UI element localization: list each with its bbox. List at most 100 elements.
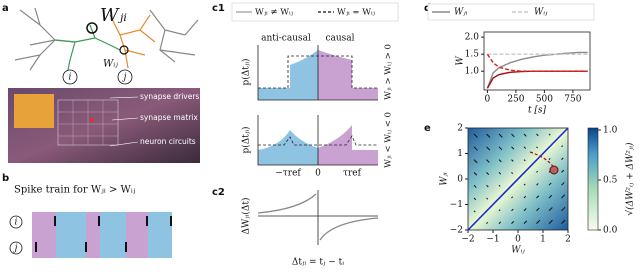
y-tick-label: 2.0	[465, 33, 480, 43]
y-tick-label: 1.0	[465, 67, 480, 77]
neuron-label: i	[69, 73, 72, 83]
arrow	[561, 219, 566, 224]
arrow	[536, 146, 539, 149]
arrow	[523, 159, 526, 162]
legend-label: Wⱼᵢ = Wᵢⱼ	[337, 8, 375, 18]
diagonal	[467, 127, 569, 231]
arrow	[536, 219, 541, 224]
c1-plots	[257, 45, 378, 166]
arrow	[523, 195, 527, 199]
legend-box	[427, 3, 595, 21]
y-axis-label: W	[456, 56, 466, 66]
arrow	[548, 194, 553, 199]
arrow	[548, 158, 551, 160]
panel-label: c1	[212, 3, 225, 14]
panel-label: e	[424, 123, 431, 134]
colorbar-tick-label: 0.0	[603, 226, 618, 236]
callout: neuron circuits	[140, 137, 196, 146]
arrow	[498, 172, 502, 175]
arrow	[511, 208, 514, 212]
legend: Wⱼᵢ Wᵢⱼ	[427, 3, 595, 21]
x-tick-label: 250	[507, 95, 524, 105]
plot-frame	[483, 31, 591, 91]
arrow	[473, 159, 478, 164]
x-tick-label: 0	[315, 169, 321, 179]
arrow	[498, 221, 502, 224]
arrow	[536, 183, 539, 186]
region-label: causal	[325, 34, 354, 44]
data-line	[486, 53, 588, 72]
x-axis-label: Wᵢⱼ	[511, 246, 525, 256]
arrow	[498, 159, 502, 163]
weight-label: Wᵢⱼ	[103, 59, 118, 70]
legend-label: Wⱼᵢ	[454, 8, 468, 18]
panel-label: c2	[212, 187, 225, 198]
y-axis-label: Wⱼᵢ	[440, 172, 450, 186]
arrow	[523, 220, 528, 224]
weight-label: Wⱼᵢ	[100, 5, 127, 26]
arrow	[473, 146, 478, 151]
arrow	[473, 210, 476, 213]
arrow	[548, 182, 552, 186]
chip-photo	[8, 88, 200, 163]
y-axis-label: p(Δtⱼᵢ)	[241, 58, 252, 85]
x-tick-label: 1	[540, 235, 546, 245]
y-tick-label: 1.5	[465, 50, 480, 60]
arrow	[473, 197, 477, 201]
x-tick-label: 750	[564, 95, 581, 105]
data-line	[486, 51, 588, 89]
x-axis-label: Δtⱼᵢ = tⱼ − tᵢ	[292, 258, 344, 268]
c2-plot	[257, 190, 379, 245]
panel-title: Spike train for Wⱼᵢ > Wᵢⱼ	[14, 185, 136, 196]
arrow	[548, 219, 553, 224]
neuron-sketch	[14, 7, 199, 85]
arrow	[511, 172, 514, 174]
arrow	[486, 159, 490, 163]
arrow	[473, 133, 478, 138]
callout: synapse matrix	[140, 113, 198, 122]
arrow	[561, 157, 564, 160]
arrow	[561, 169, 565, 173]
arrow	[561, 206, 566, 212]
arrow	[548, 207, 553, 212]
condition-label: Wⱼᵢ > Wᵢⱼ > 0	[384, 44, 394, 100]
arrow	[486, 146, 491, 151]
panel-label: a	[2, 3, 9, 14]
arrow	[536, 170, 539, 173]
y-axis-label: ΔWⱼᵢ(Δt)	[241, 197, 252, 234]
arrow	[498, 133, 503, 138]
colorbar-tick-label: 1.0	[603, 126, 618, 136]
y-tick-label: −1	[450, 200, 463, 210]
x-tick-label: −τref	[275, 169, 301, 179]
arrow	[511, 159, 514, 162]
x-axis-label: t [s]	[528, 106, 547, 116]
arrow	[486, 222, 489, 224]
panel-label: b	[2, 173, 9, 184]
x-tick-label: 500	[536, 95, 553, 105]
legend-label: Wⱼᵢ ≠ Wᵢⱼ	[255, 8, 293, 18]
arrow	[511, 133, 515, 138]
arrow	[536, 195, 540, 199]
arrow	[473, 184, 477, 188]
arrow	[486, 133, 491, 138]
x-tick-label: τref	[343, 169, 362, 179]
panel-label: d	[424, 3, 431, 14]
callout: synapse drivers	[140, 92, 199, 101]
arrow	[523, 146, 527, 149]
arrow	[561, 194, 566, 199]
arrow	[523, 208, 527, 212]
arrow	[486, 184, 489, 188]
y-axis-label: p(Δtⱼᵢ)	[241, 126, 252, 153]
arrow	[511, 196, 514, 199]
x-tick-label: −1	[486, 235, 499, 245]
x-tick-label: 0	[485, 95, 491, 105]
colorbar-tick-label: 0.5	[603, 176, 618, 186]
arrow	[486, 172, 490, 176]
region-label: anti-causal	[261, 34, 311, 44]
arrow	[486, 197, 489, 200]
x-tick-label: 0	[515, 235, 521, 245]
row-label: j	[13, 244, 18, 254]
c1-legend	[231, 2, 399, 22]
y-tick-label: −2	[450, 226, 463, 236]
